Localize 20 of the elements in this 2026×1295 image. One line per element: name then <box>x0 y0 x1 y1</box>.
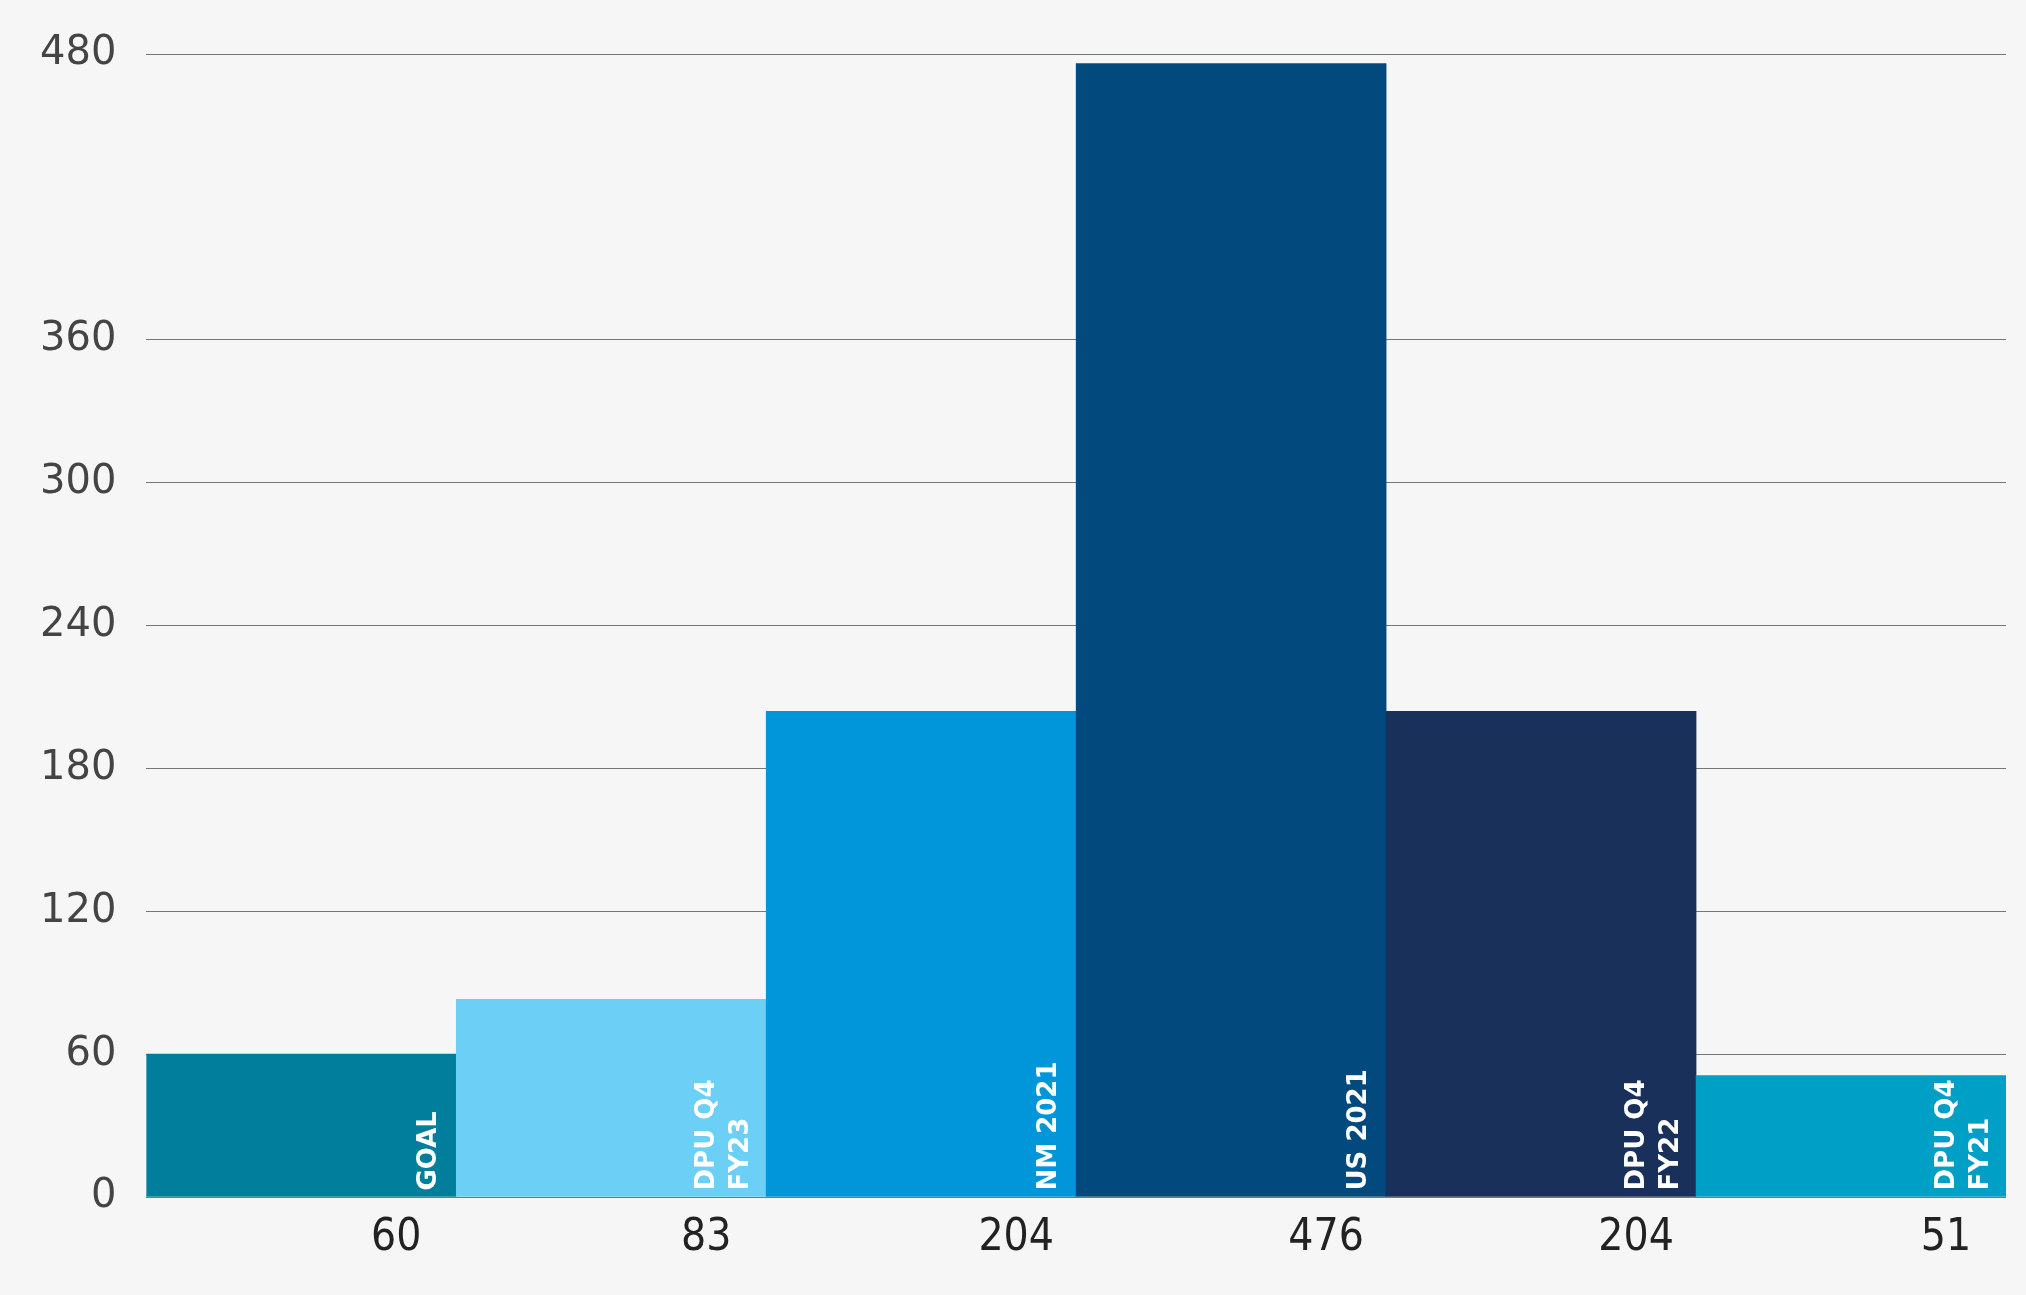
data-label: 476 <box>1288 1208 1364 1260</box>
x-tick-label: DPU Q4 FY22 <box>1620 1079 1685 1191</box>
x-tick-label: DPU Q4 FY21 <box>1930 1079 1994 1191</box>
data-label: 60 <box>371 1208 422 1260</box>
y-tick-label: 60 <box>65 1027 117 1074</box>
data-label: 83 <box>681 1208 732 1260</box>
x-tick-label: GOAL <box>412 1111 443 1191</box>
data-label: 51 <box>1920 1208 1972 1260</box>
data-label: 204 <box>978 1208 1054 1260</box>
y-tick-label: 360 <box>39 313 117 360</box>
y-tick-label: 240 <box>39 598 117 645</box>
x-tick-label: DPU Q4 FY23 <box>690 1079 755 1191</box>
y-tick-label: 120 <box>39 884 117 931</box>
x-tick-label: US 2021 <box>1342 1069 1373 1191</box>
y-tick-label: 180 <box>39 741 117 788</box>
data-label: 204 <box>1598 1208 1674 1260</box>
y-tick-label: 480 <box>39 27 117 74</box>
y-tick-label: 0 <box>90 1170 117 1217</box>
x-tick-label: NM 2021 <box>1032 1061 1063 1191</box>
y-tick-label: 300 <box>39 456 117 503</box>
